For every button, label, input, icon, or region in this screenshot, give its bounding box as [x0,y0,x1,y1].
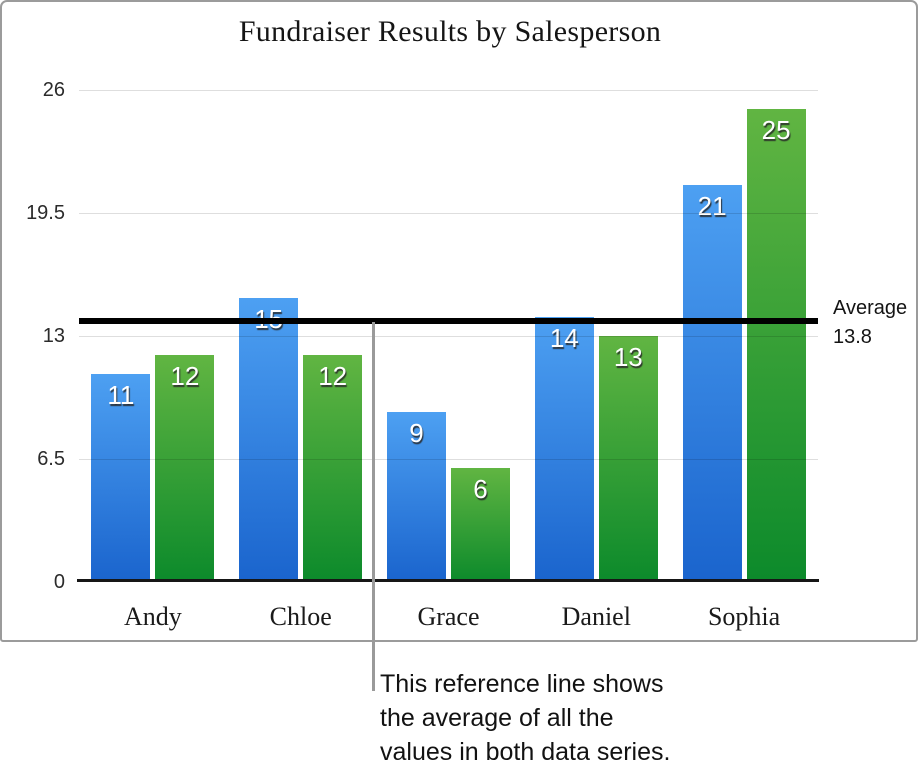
bar-daniel-blue: 14 [534,317,594,582]
bar-grace-blue: 9 [387,411,446,582]
reference-line-label-text: Average [833,297,908,319]
x-axis-label-chloe: Chloe [269,602,332,631]
x-axis-labels: Andy Chloe Grace Daniel Sophia [79,600,818,634]
callout-text: This reference line shows the average of… [380,667,670,769]
bar-sophia-green: 25 [746,108,806,582]
bar-value-label: 13 [613,342,643,372]
callout-connector-line [372,322,375,691]
y-axis-tick-label: 19.5 [26,202,65,224]
bar-chloe-green: 12 [303,354,363,582]
reference-line-label-value: 13.8 [833,326,872,348]
x-axis-label-sophia: Sophia [707,602,781,631]
bar-value-label: 21 [697,190,727,221]
gridline [79,335,818,337]
bar-sophia-blue: 21 [682,184,742,582]
callout-text-line: values in both data series. [380,738,671,766]
bar-value-label: 14 [549,323,579,354]
gridline [79,212,818,214]
y-axis: 0 6.5 13 19.5 26 [2,79,65,593]
reference-line [79,317,818,324]
bar-grace-green: 6 [451,468,510,582]
x-axis-label-grace: Grace [417,602,480,631]
y-axis-tick-label: 13 [42,325,65,347]
x-axis-label-daniel: Daniel [561,602,631,631]
callout-text-line: the average of all the [380,704,614,732]
callout-text-line: This reference line shows [380,670,664,698]
chart-title: Fundraiser Results by Salesperson [238,15,662,48]
bar-daniel-green: 13 [598,336,658,582]
plot-area: 11 12 15 12 9 6 14 13 21 25 [77,89,819,582]
y-axis-tick-label: 6.5 [37,448,65,470]
bar-value-label: 15 [239,298,298,335]
bar-value-label: 11 [107,379,135,410]
chart-panel: Fundraiser Results by Salesperson 0 6.5 13… [0,0,918,642]
y-axis-tick-label: 26 [42,79,65,101]
y-axis-tick-label: 0 [53,571,65,593]
bar-value-label: 12 [170,360,200,391]
bar-chloe-blue: 15 [239,298,299,582]
x-axis-label-andy: Andy [124,602,182,631]
gridline [79,458,818,460]
bar-value-label: 12 [318,360,348,391]
bar-value-label: 9 [409,417,424,448]
x-axis-line [77,579,819,582]
bar-value-label: 6 [473,474,488,505]
reference-line-label: Average 13.8 [833,294,907,352]
gridline [79,89,818,91]
bar-andy-green: 12 [155,354,215,582]
bar-value-label: 25 [761,114,791,145]
bar-andy-blue: 11 [91,373,151,582]
